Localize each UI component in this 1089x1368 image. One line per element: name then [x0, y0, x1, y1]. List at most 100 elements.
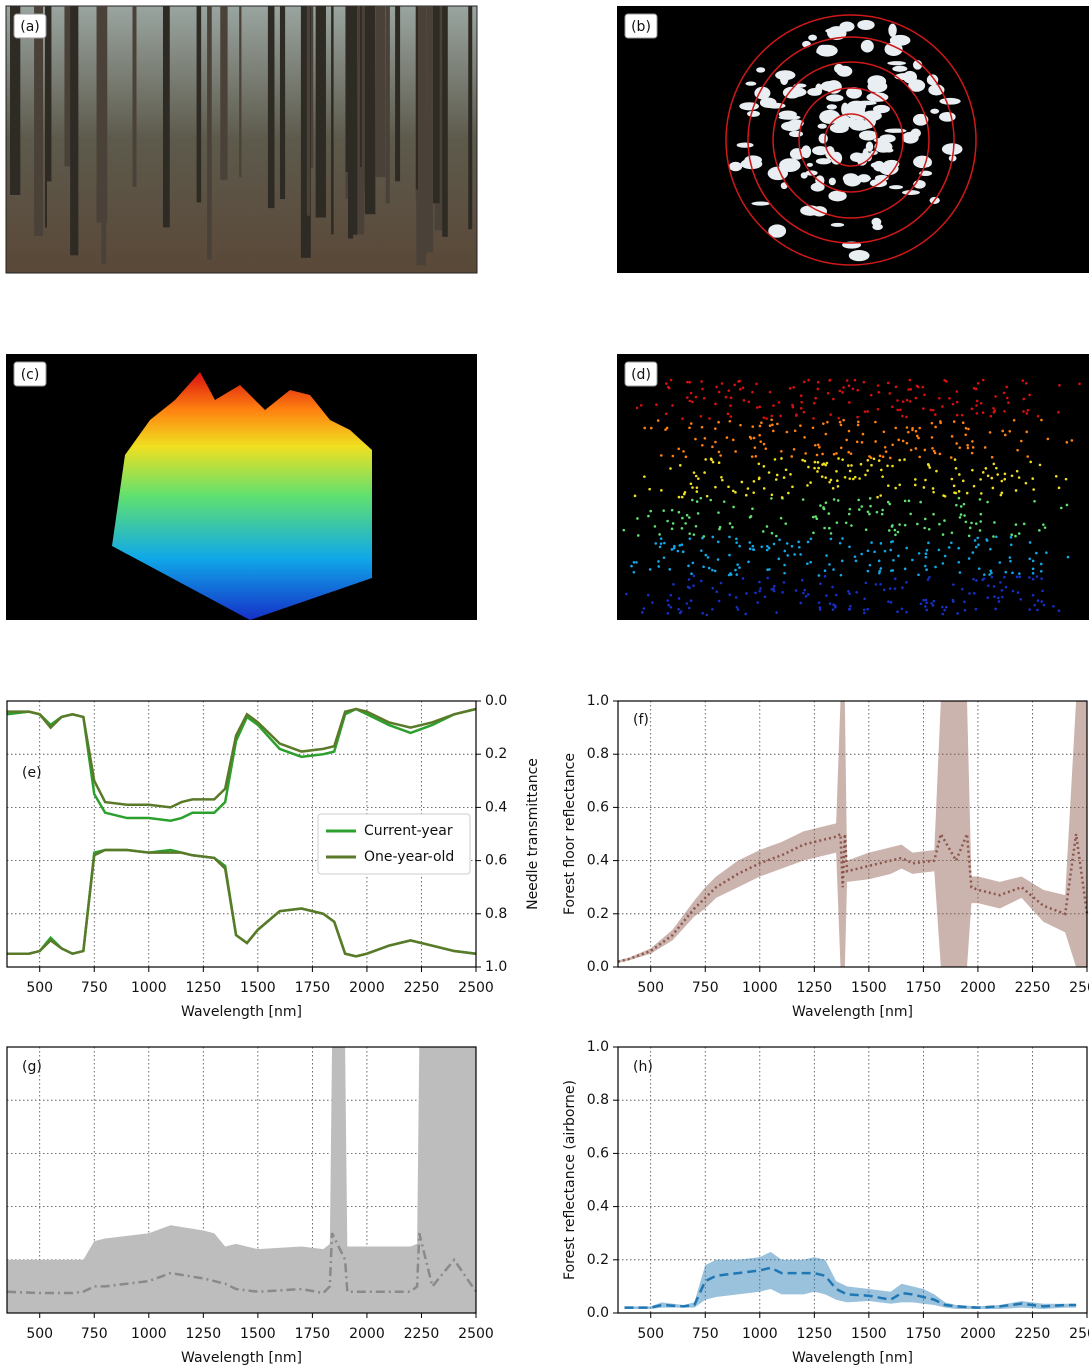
point: [836, 479, 839, 483]
point: [686, 380, 689, 384]
gap: [756, 67, 766, 73]
point: [1028, 576, 1031, 579]
point: [689, 482, 693, 486]
point: [665, 382, 668, 385]
point: [669, 593, 673, 597]
point: [688, 426, 691, 430]
point: [779, 414, 782, 418]
point: [930, 436, 934, 439]
gap: [812, 146, 829, 156]
point: [682, 450, 685, 453]
point: [714, 440, 717, 444]
point: [970, 521, 973, 525]
point: [806, 593, 810, 596]
x-tick-label: 1500: [240, 980, 276, 996]
gap: [865, 152, 872, 162]
y-tick-label: 0.2: [587, 906, 609, 922]
point: [703, 471, 706, 474]
point: [848, 477, 852, 480]
point: [829, 478, 833, 482]
trunk: [429, 6, 440, 204]
point: [711, 607, 714, 611]
point: [735, 573, 739, 576]
band: [7, 1047, 476, 1313]
point: [824, 463, 827, 467]
gap: [871, 217, 882, 227]
gap: [873, 160, 885, 172]
point: [923, 393, 926, 397]
point: [803, 588, 807, 592]
point: [1043, 526, 1047, 529]
point: [986, 474, 990, 478]
point: [886, 464, 889, 468]
gap: [843, 174, 862, 187]
point: [700, 549, 703, 552]
point: [1019, 597, 1022, 601]
point: [951, 402, 955, 406]
point: [692, 574, 696, 578]
point: [925, 548, 929, 552]
point: [719, 454, 722, 457]
point: [879, 583, 882, 586]
trunk: [267, 6, 275, 209]
point: [849, 452, 853, 455]
trunk: [101, 6, 107, 265]
point: [909, 512, 912, 516]
point: [932, 599, 936, 603]
point: [828, 563, 831, 566]
x-tick-label: 1500: [240, 1326, 276, 1342]
point: [997, 596, 1000, 600]
point: [657, 565, 661, 568]
point: [835, 521, 839, 524]
point: [635, 561, 638, 564]
point: [832, 397, 835, 401]
point: [894, 533, 897, 537]
point: [734, 596, 738, 599]
point: [856, 388, 860, 392]
point: [840, 559, 844, 563]
point: [785, 542, 789, 545]
point: [922, 598, 925, 602]
point: [721, 478, 724, 482]
point: [771, 423, 774, 427]
x-tick-label: 1000: [742, 1326, 778, 1342]
point: [800, 578, 804, 582]
point: [1038, 529, 1041, 532]
point: [907, 430, 910, 434]
point: [731, 489, 735, 493]
y-axis-label: Forest reflectance (airborne): [562, 1080, 578, 1280]
point: [928, 576, 931, 579]
point: [1038, 463, 1042, 467]
point: [848, 607, 852, 611]
point: [655, 403, 658, 406]
point: [833, 604, 837, 608]
gap: [926, 74, 939, 86]
y-tick-label: 0.6: [587, 1145, 609, 1161]
point: [803, 459, 807, 463]
point: [955, 390, 959, 393]
point: [1015, 469, 1019, 473]
point: [889, 548, 893, 552]
point: [843, 475, 847, 479]
point: [793, 429, 797, 433]
point: [923, 448, 927, 452]
point: [809, 560, 812, 564]
point: [964, 520, 968, 524]
point: [782, 476, 786, 479]
point: [959, 505, 963, 508]
point: [812, 531, 815, 535]
point: [1001, 429, 1004, 433]
trunk: [361, 6, 368, 191]
y-tick-label: 0.2: [485, 746, 507, 762]
trunk: [220, 6, 228, 180]
point: [923, 517, 927, 521]
point: [670, 527, 674, 531]
gap: [867, 75, 887, 88]
point: [672, 546, 676, 550]
point: [822, 506, 825, 509]
y-tick-label: 0.8: [485, 906, 507, 922]
point: [1009, 559, 1012, 563]
point: [737, 380, 740, 383]
forest-photo: [5, 5, 478, 274]
